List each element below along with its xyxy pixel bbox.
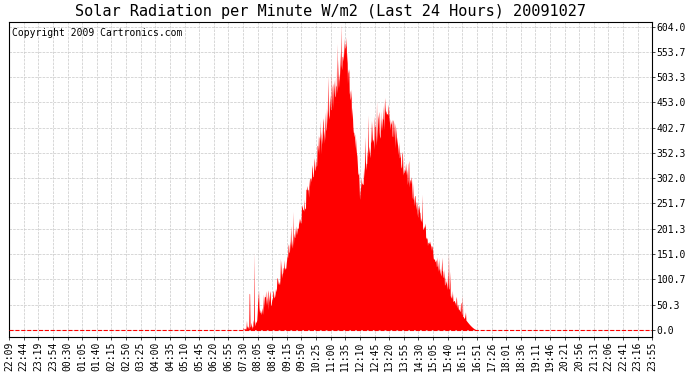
Title: Solar Radiation per Minute W/m2 (Last 24 Hours) 20091027: Solar Radiation per Minute W/m2 (Last 24… (75, 4, 586, 19)
Text: Copyright 2009 Cartronics.com: Copyright 2009 Cartronics.com (12, 28, 183, 38)
